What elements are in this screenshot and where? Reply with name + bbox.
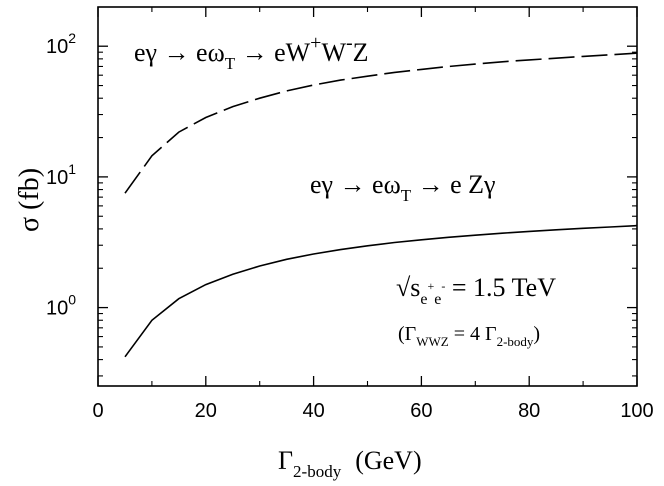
zg-curve-label: eγ → eωT → e Zγ — [310, 170, 496, 205]
x-tick-label: 0 — [92, 400, 103, 422]
x-tick-label: 100 — [620, 400, 653, 422]
width-annotation: (ΓWWZ = 4 Γ2-body) — [398, 323, 540, 349]
x-tick-label: 40 — [302, 400, 324, 422]
series-line-zgamma — [124, 224, 638, 358]
x-tick-label: 60 — [410, 400, 432, 422]
x-axis-label-sub: 2-body — [293, 462, 342, 481]
x-axis-label: Γ2-body (GeV) — [278, 446, 422, 481]
axis-ticks — [97, 7, 638, 386]
y-tick-label: 100 — [46, 292, 76, 320]
y-tick-label: 101 — [46, 161, 76, 189]
ww-curve-label: eγ → eωT → eW+W-Z — [134, 32, 369, 73]
y-tick-label: 102 — [46, 30, 76, 58]
y-tick-labels: 100 101 102 — [46, 30, 76, 319]
series-line-wwz — [124, 52, 638, 194]
x-axis-label-base: Γ — [278, 446, 293, 475]
energy-annotation: √se+e- = 1.5 TeV — [396, 273, 556, 308]
x-axis-label-unit: (GeV) — [355, 446, 421, 475]
y-axis-label: σ (fb) — [14, 168, 45, 232]
x-tick-label: 20 — [195, 400, 217, 422]
series-lines — [124, 52, 638, 358]
x-tick-labels: 0 20 40 60 80 100 — [92, 400, 653, 422]
x-tick-label: 80 — [518, 400, 540, 422]
